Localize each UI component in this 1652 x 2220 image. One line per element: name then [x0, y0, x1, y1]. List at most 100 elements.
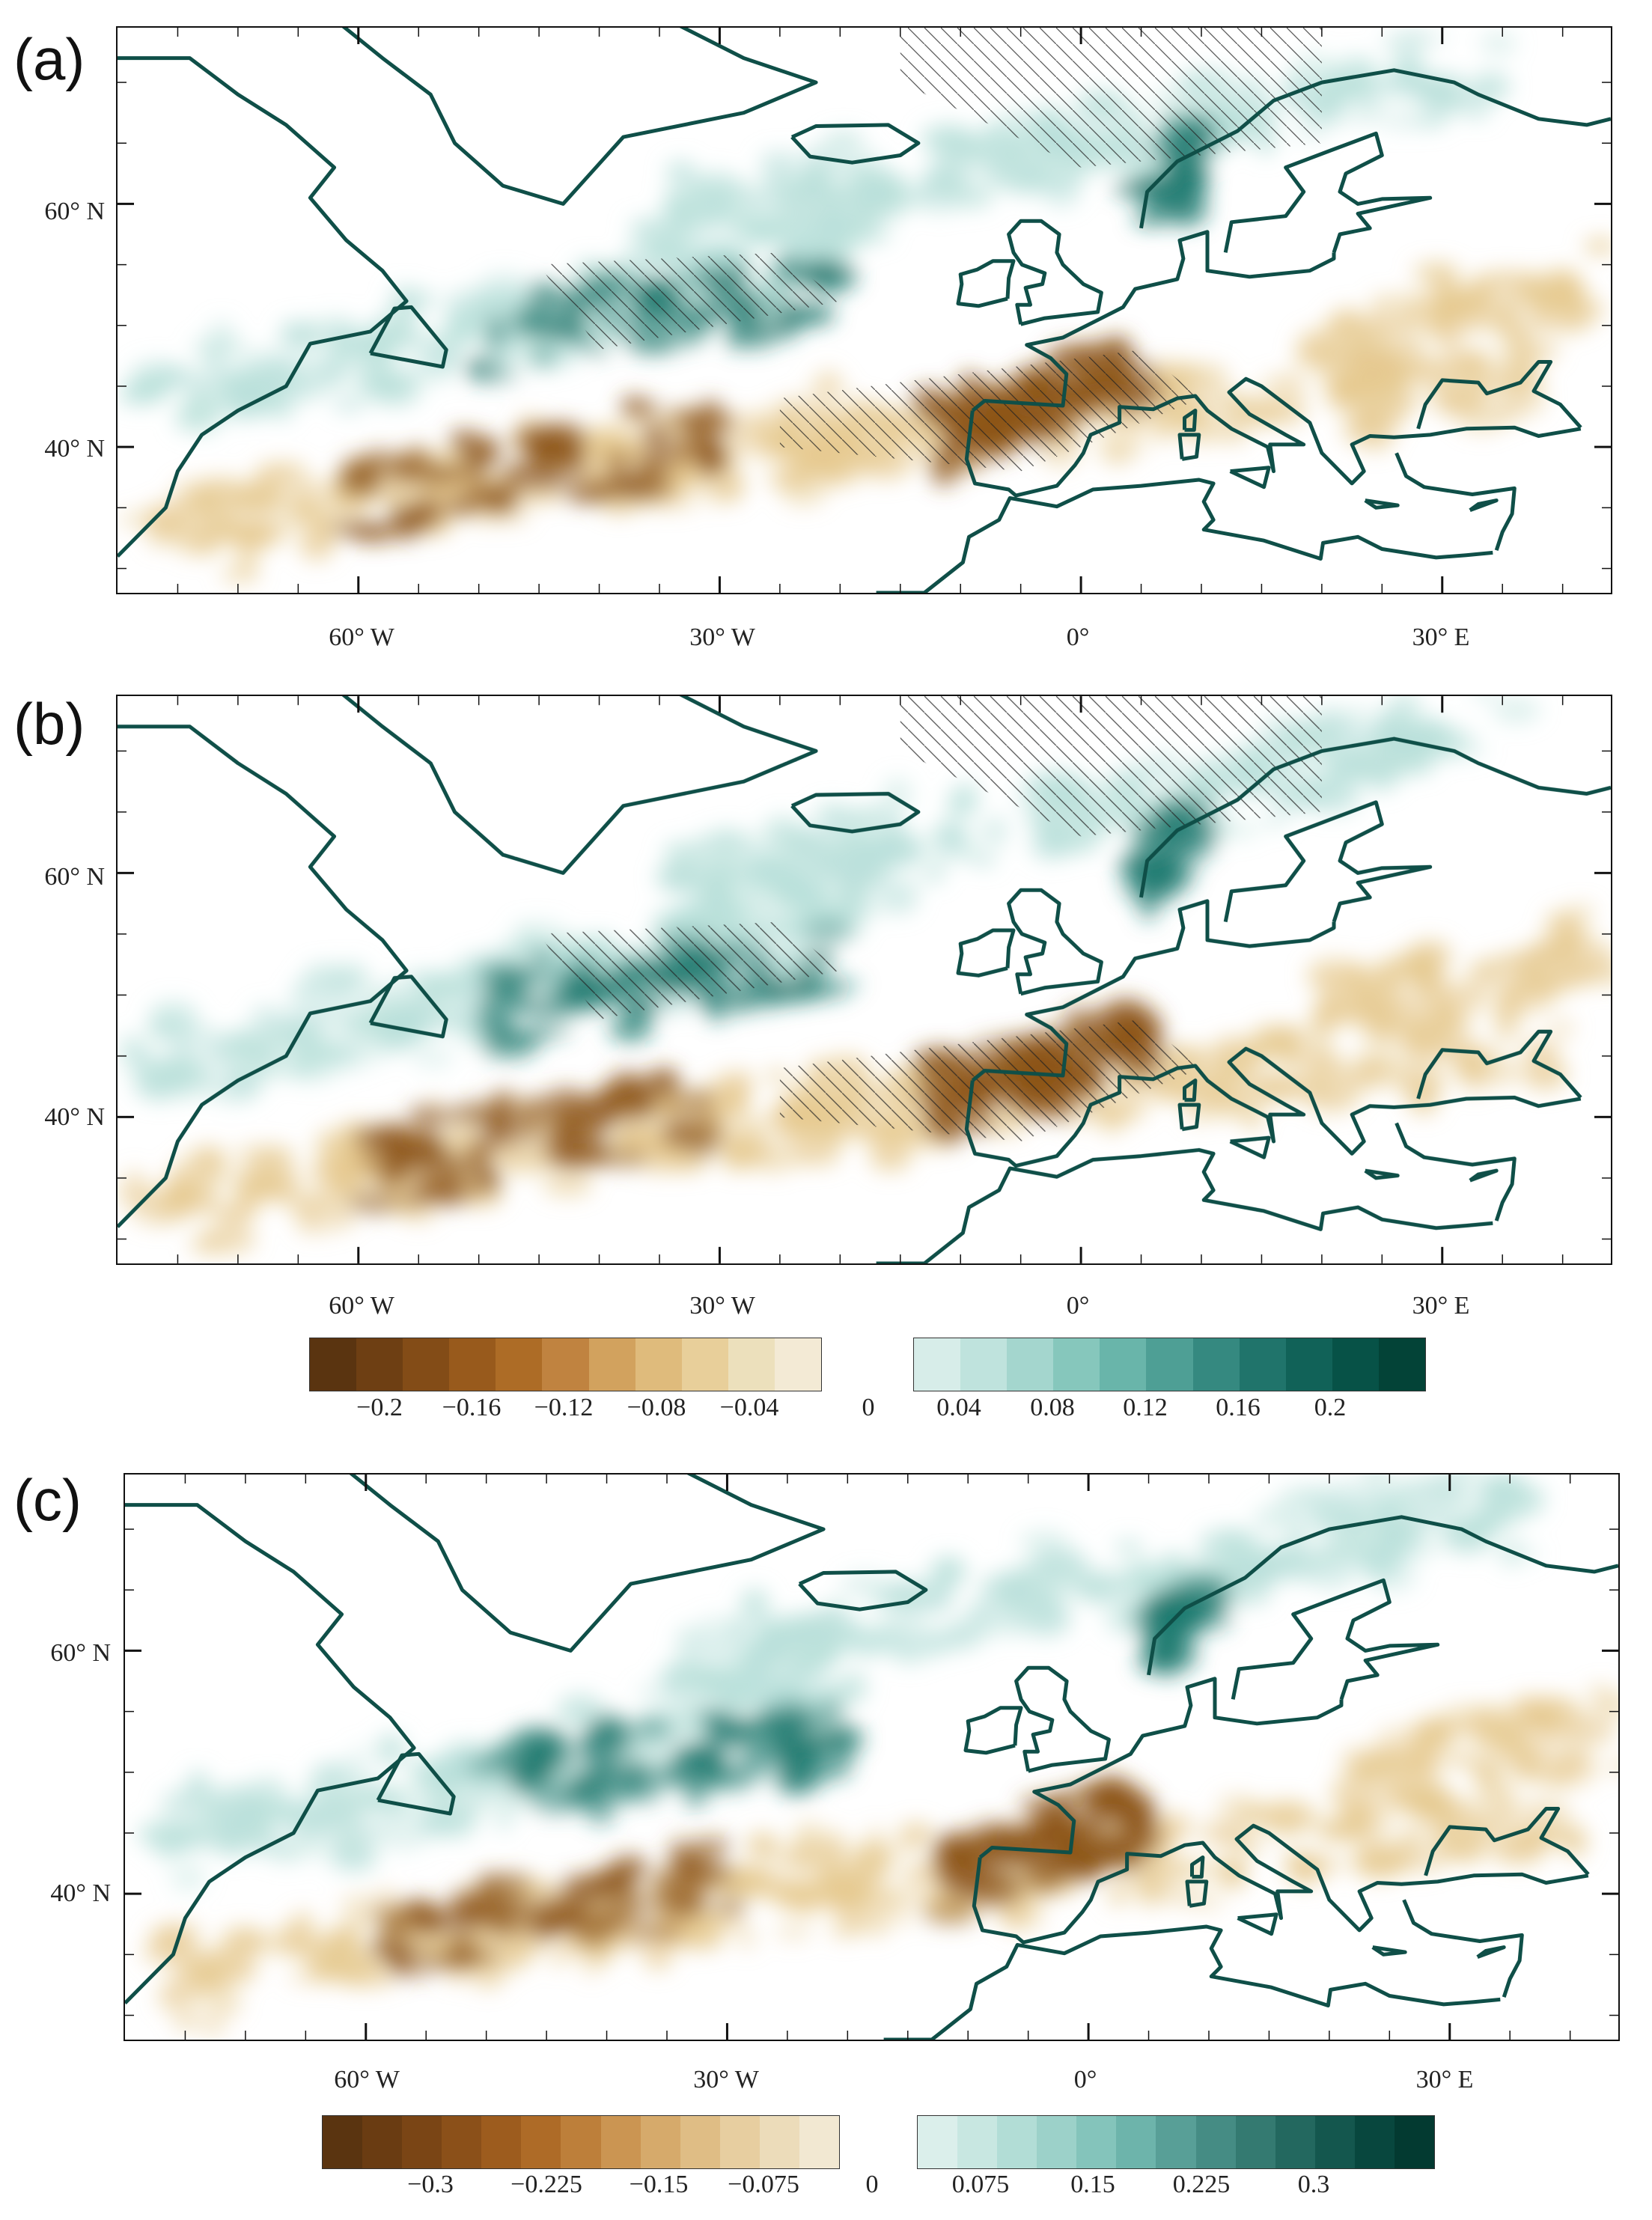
anomaly-blob [434, 465, 468, 483]
anomaly-blob [713, 1894, 747, 1917]
anomaly-blob [207, 319, 236, 353]
anomaly-blob [1204, 1089, 1261, 1120]
anomaly-blob [573, 335, 597, 350]
coastline [1177, 1103, 1201, 1132]
significance-hatching [900, 696, 1322, 837]
anomaly-blob [1158, 846, 1204, 869]
colorbar-tick-label: −0.225 [510, 2171, 582, 2198]
anomaly-blob [1409, 356, 1466, 385]
anomaly-blob [1357, 1844, 1412, 1875]
colorbar-cell [542, 1338, 589, 1391]
anomaly-blob [1343, 994, 1383, 1022]
anomaly-blob [1325, 314, 1347, 335]
anomaly-blob [823, 131, 865, 153]
anomaly-blob [980, 1573, 1032, 1605]
anomaly-blob [873, 832, 927, 862]
coastline [1416, 360, 1582, 430]
anomaly-blob [1435, 1838, 1463, 1864]
anomaly-blob [467, 354, 500, 383]
anomaly-blob [642, 1896, 677, 1912]
coastline [798, 1570, 928, 1611]
colorbar-1-negative [309, 1338, 822, 1391]
anomaly-blob [1482, 270, 1528, 284]
anomaly-blob [311, 1765, 350, 1782]
panel-c-lon-30e: 30° E [1415, 2066, 1474, 2094]
anomaly-blob [1311, 1084, 1340, 1109]
anomaly-blob [1022, 1579, 1078, 1598]
colorbar-cell [1314, 2116, 1355, 2168]
anomaly-blob [1305, 957, 1363, 993]
panel-a-map [116, 26, 1612, 594]
anomaly-blob [523, 1024, 571, 1039]
anomaly-blob [1312, 999, 1345, 1028]
colorbar-cell [1235, 2116, 1275, 2168]
coastline [971, 230, 1336, 412]
coastline [1177, 433, 1201, 461]
anomaly-blob [1493, 1008, 1520, 1041]
panel-b-label: (b) [13, 691, 85, 757]
significance-hatching [539, 252, 841, 350]
coastline [790, 791, 921, 834]
colorbar-cell [600, 2116, 641, 2168]
anomaly-blob [302, 356, 348, 370]
anomaly-blob [670, 464, 689, 478]
anomaly-blob [737, 1928, 757, 1950]
anomaly-blob [368, 374, 407, 391]
anomaly-blob [627, 219, 674, 231]
anomaly-blob [273, 395, 293, 421]
anomaly-blob [745, 1833, 770, 1857]
anomaly-blob [1023, 1861, 1065, 1894]
anomaly-blob [722, 323, 776, 343]
anomaly-blob [868, 1912, 887, 1939]
anomaly-blob [941, 820, 965, 848]
anomaly-blob [1360, 1549, 1398, 1582]
panel-a-lat-60n: 60° N [44, 198, 105, 225]
anomaly-blob [746, 1744, 766, 1761]
colorbar-cell [1156, 2116, 1196, 2168]
anomaly-blob [341, 1972, 395, 1987]
anomaly-blob [606, 447, 630, 483]
colorbar-cell [728, 1338, 775, 1391]
anomaly-blob [1406, 1505, 1448, 1520]
panel-b-lat-40n: 40° N [44, 1103, 105, 1131]
anomaly-blob [424, 1177, 472, 1207]
coastline [376, 1751, 456, 1816]
anomaly-blob [967, 1601, 996, 1621]
anomaly-blob [855, 228, 893, 243]
anomaly-blob [1585, 1685, 1616, 1700]
colorbar-cell [1354, 2116, 1395, 2168]
anomaly-blob [1433, 385, 1457, 416]
colorbar-tick-label: −0.15 [629, 2171, 689, 2198]
anomaly-blob [199, 1165, 228, 1195]
anomaly-blob [348, 1190, 400, 1216]
anomaly-blob [304, 1043, 335, 1059]
anomaly-blob [299, 1207, 318, 1235]
anomaly-blob [1332, 373, 1355, 406]
panel-c-map [124, 1473, 1620, 2041]
anomaly-blob [977, 826, 1003, 838]
anomaly-blob [1528, 302, 1554, 326]
anomaly-blob [1469, 1704, 1518, 1729]
anomaly-blob [713, 200, 740, 216]
anomaly-blob [1466, 1513, 1500, 1528]
anomaly-blob [397, 290, 437, 310]
anomaly-blob [207, 1204, 258, 1218]
anomaly-blob [429, 450, 469, 472]
anomaly-blob [232, 1173, 287, 1200]
coastline [341, 696, 818, 875]
anomaly-blob [921, 123, 972, 154]
coastline [1364, 498, 1400, 510]
anomaly-blob [804, 257, 839, 279]
anomaly-blob [706, 989, 729, 1023]
anomaly-blob [202, 2007, 225, 2040]
colorbar-cell [561, 2116, 601, 2168]
anomaly-blob [1389, 1549, 1422, 1563]
panel-a-lon-0: 0° [1066, 623, 1090, 651]
anomaly-blob [730, 991, 754, 1013]
anomaly-blob [1216, 820, 1260, 839]
colorbar-cell [588, 1338, 635, 1391]
anomaly-blob [609, 1071, 646, 1095]
coastline [1395, 452, 1517, 551]
anomaly-blob [340, 1894, 378, 1921]
panel-b-lon-30w: 30° W [689, 1292, 755, 1320]
